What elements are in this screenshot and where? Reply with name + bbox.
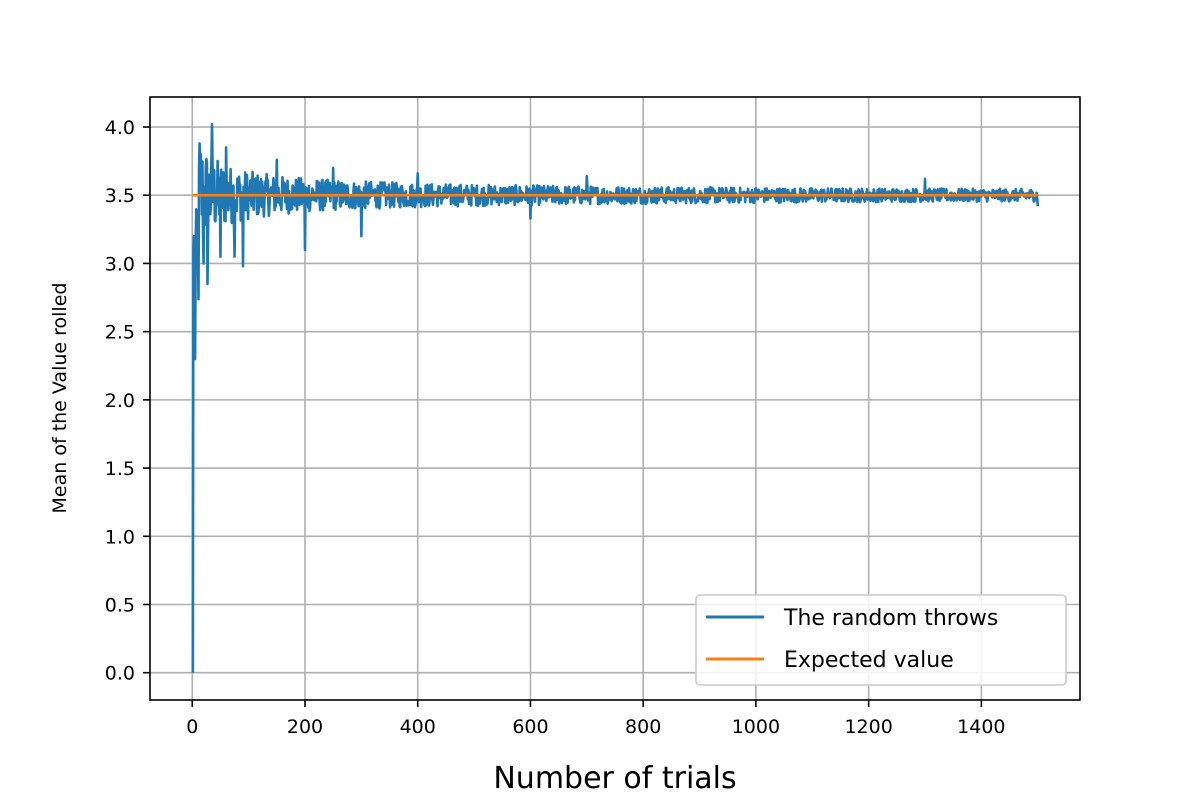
series-layer bbox=[191, 122, 1040, 673]
legend-label-expected-value: Expected value bbox=[784, 648, 954, 673]
y-tick-label: 2.0 bbox=[105, 390, 135, 412]
grid bbox=[150, 97, 1080, 700]
y-tick-label: 2.5 bbox=[105, 322, 135, 344]
x-tick-label: 0 bbox=[186, 716, 198, 738]
legend: The random throws Expected value bbox=[695, 594, 1067, 686]
x-axis-title: Number of trials bbox=[493, 761, 736, 796]
series-random-throws-line bbox=[191, 122, 1040, 673]
x-tick-label: 1000 bbox=[732, 716, 780, 738]
legend-box bbox=[695, 594, 1067, 686]
y-tick-label: 0.5 bbox=[105, 595, 135, 617]
plot-frame bbox=[149, 96, 1081, 701]
x-tick-label: 1400 bbox=[957, 716, 1005, 738]
x-tick-label: 400 bbox=[400, 716, 436, 738]
y-tick-label: 1.0 bbox=[105, 526, 135, 548]
y-tick-label: 3.0 bbox=[105, 253, 135, 275]
x-tick-label: 800 bbox=[625, 716, 661, 738]
x-tick-label: 600 bbox=[512, 716, 548, 738]
y-tick-label: 0.0 bbox=[105, 663, 135, 685]
y-axis-title: Mean of the Value rolled bbox=[49, 283, 71, 514]
ticks: 0 200 400 600 800 1000 1200 1400 0.0 0.5 1.0 1.5 2.0… bbox=[105, 117, 1006, 738]
y-tick-label: 4.0 bbox=[105, 117, 135, 139]
x-tick-label: 200 bbox=[287, 716, 323, 738]
x-tick-label: 1200 bbox=[844, 716, 892, 738]
legend-label-random-throws: The random throws bbox=[783, 606, 998, 631]
y-tick-label: 3.5 bbox=[105, 185, 135, 207]
y-tick-label: 1.5 bbox=[105, 458, 135, 480]
